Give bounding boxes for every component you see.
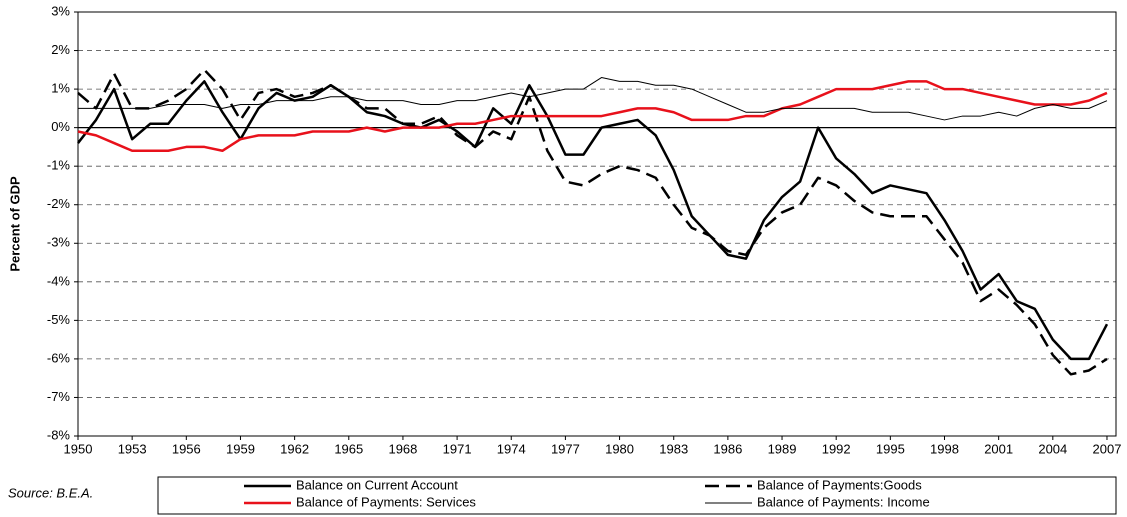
y-tick-label: -7% <box>47 389 71 404</box>
y-tick-label: 0% <box>51 119 70 134</box>
series-line <box>77 68 1108 376</box>
legend-label: Balance on Current Account <box>296 477 458 492</box>
y-axis-label: Percent of GDP <box>7 176 22 272</box>
x-tick-label: 1980 <box>605 441 634 456</box>
y-tick-label: 2% <box>51 42 70 57</box>
y-tick-label: -4% <box>47 273 71 288</box>
y-tick-label: -8% <box>47 427 71 442</box>
legend-box <box>157 476 1117 515</box>
series-line <box>77 80 1109 361</box>
y-tick-label: 1% <box>51 81 70 96</box>
y-tick-label: -2% <box>47 196 71 211</box>
y-tick-label: -1% <box>47 158 71 173</box>
x-tick-label: 1965 <box>334 441 363 456</box>
x-tick-label: 1962 <box>280 441 309 456</box>
legend-label: Balance of Payments: Services <box>296 494 476 509</box>
series-line <box>78 77 1108 121</box>
x-tick-label: 2004 <box>1038 441 1067 456</box>
x-tick-label: 1974 <box>497 441 526 456</box>
x-tick-label: 1995 <box>876 441 905 456</box>
y-tick-label: -3% <box>47 235 71 250</box>
y-tick-label: 3% <box>51 3 70 18</box>
y-tick-label: -6% <box>47 350 71 365</box>
x-tick-label: 1989 <box>768 441 797 456</box>
x-tick-label: 1998 <box>930 441 959 456</box>
x-tick-label: 1956 <box>172 441 201 456</box>
legend-label: Balance of Payments: Income <box>757 494 930 509</box>
x-tick-label: 2001 <box>984 441 1013 456</box>
x-tick-label: 1959 <box>226 441 255 456</box>
x-tick-label: 1992 <box>822 441 851 456</box>
x-tick-label: 1986 <box>713 441 742 456</box>
x-tick-label: 1953 <box>118 441 147 456</box>
x-tick-label: 1983 <box>659 441 688 456</box>
x-tick-label: 1950 <box>64 441 93 456</box>
x-tick-label: 1968 <box>388 441 417 456</box>
source: Source: B.E.A. <box>8 485 93 500</box>
series-line <box>77 80 1108 153</box>
x-tick-label: 2007 <box>1093 441 1122 456</box>
x-tick-label: 1977 <box>551 441 580 456</box>
legend-label: Balance of Payments:Goods <box>757 477 922 492</box>
x-tick-label: 1971 <box>443 441 472 456</box>
y-tick-label: -5% <box>47 312 71 327</box>
plot-frame <box>77 11 1117 437</box>
